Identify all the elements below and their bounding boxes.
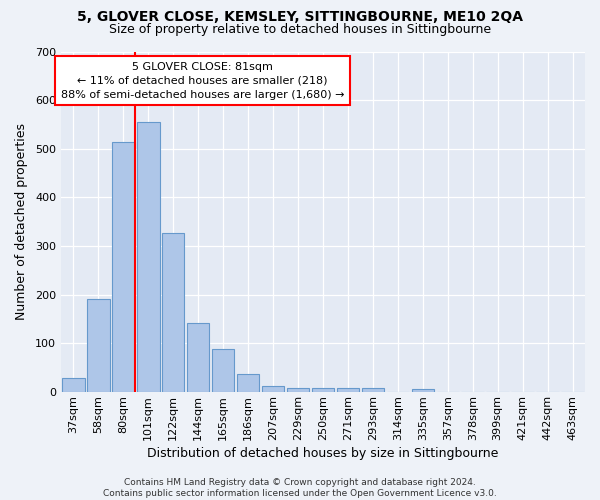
Text: Contains HM Land Registry data © Crown copyright and database right 2024.
Contai: Contains HM Land Registry data © Crown c… <box>103 478 497 498</box>
Bar <box>212 350 235 392</box>
Text: 5 GLOVER CLOSE: 81sqm
← 11% of detached houses are smaller (218)
88% of semi-det: 5 GLOVER CLOSE: 81sqm ← 11% of detached … <box>61 62 344 100</box>
Bar <box>362 388 384 392</box>
Bar <box>312 388 334 392</box>
Bar <box>87 298 110 392</box>
Bar <box>412 388 434 392</box>
Text: 5, GLOVER CLOSE, KEMSLEY, SITTINGBOURNE, ME10 2QA: 5, GLOVER CLOSE, KEMSLEY, SITTINGBOURNE,… <box>77 10 523 24</box>
Bar <box>162 232 184 392</box>
Bar <box>137 122 160 392</box>
Bar <box>262 386 284 392</box>
Text: Size of property relative to detached houses in Sittingbourne: Size of property relative to detached ho… <box>109 22 491 36</box>
X-axis label: Distribution of detached houses by size in Sittingbourne: Distribution of detached houses by size … <box>147 447 499 460</box>
Bar <box>337 388 359 392</box>
Y-axis label: Number of detached properties: Number of detached properties <box>15 124 28 320</box>
Bar <box>187 322 209 392</box>
Bar <box>237 374 259 392</box>
Bar <box>112 142 134 392</box>
Bar <box>62 378 85 392</box>
Bar <box>287 388 309 392</box>
